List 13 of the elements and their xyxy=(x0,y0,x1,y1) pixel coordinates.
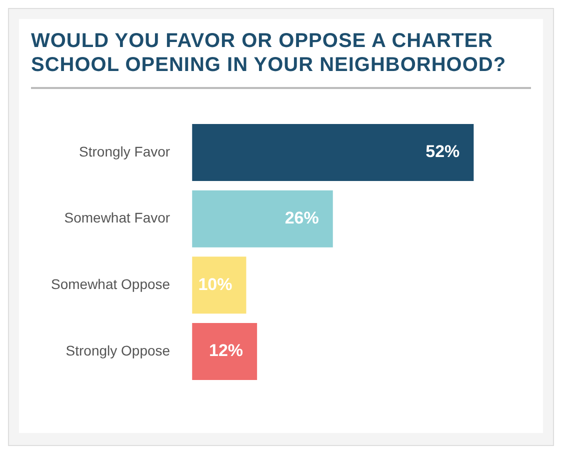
data-label: 52% xyxy=(426,142,460,162)
bar xyxy=(192,124,474,182)
y-tick-label: Somewhat Favor xyxy=(64,210,170,226)
y-tick-label: Somewhat Oppose xyxy=(50,276,170,292)
y-tick-label: Strongly Oppose xyxy=(66,342,170,358)
data-label: 10% xyxy=(198,274,232,294)
bar xyxy=(192,256,246,314)
y-tick-label: Strongly Favor xyxy=(79,143,170,160)
bar xyxy=(192,322,258,380)
chart-title: WOULD YOU FAVOR OR OPPOSE A CHARTER SCHOOL OPENING IN YOUR NEIGHBORHOOD? xyxy=(31,29,508,77)
data-label: 12% xyxy=(209,341,244,360)
data-label: 26% xyxy=(284,208,319,228)
bar xyxy=(192,190,333,248)
